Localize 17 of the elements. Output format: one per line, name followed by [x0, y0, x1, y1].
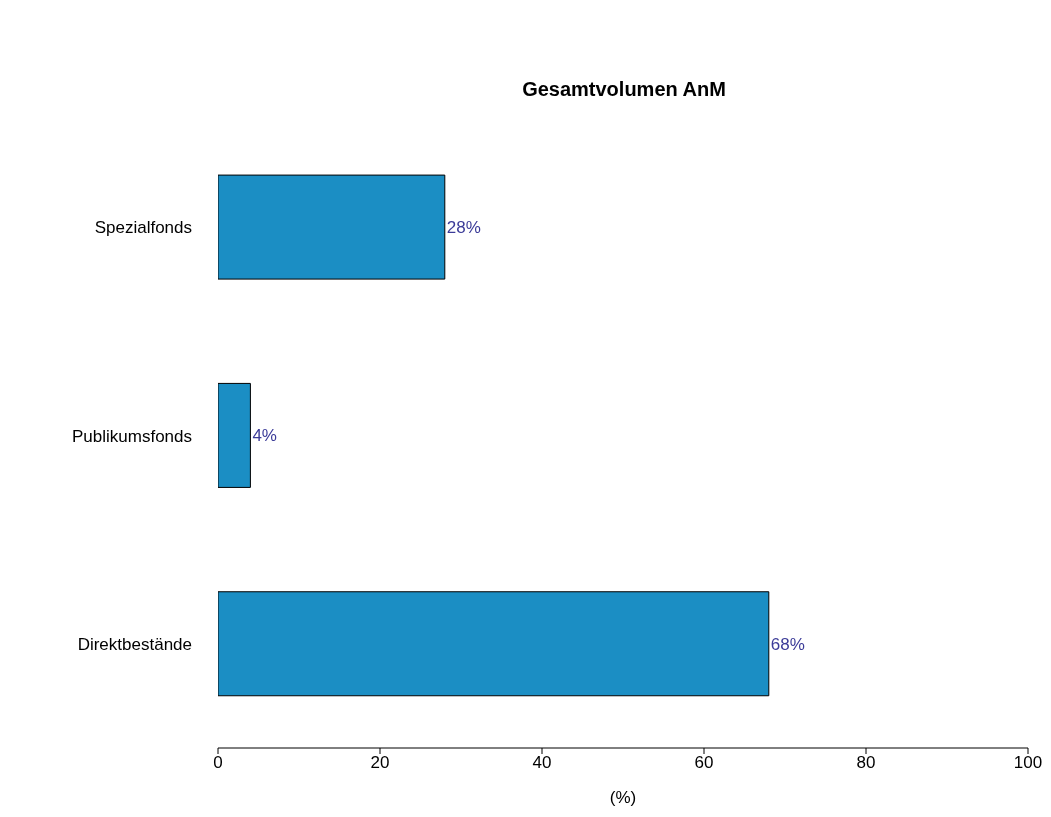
- x-tick-label: 60: [694, 753, 714, 773]
- bar: [218, 382, 251, 488]
- x-tick-label: 80: [856, 753, 876, 773]
- y-tick-label: Direktbestände: [77, 634, 192, 654]
- data-label: 28%: [446, 218, 481, 238]
- bar: [218, 174, 446, 280]
- y-tick-label: Publikumsfonds: [71, 426, 192, 446]
- y-tick-label: Spezialfonds: [94, 218, 192, 238]
- x-tick-label: 0: [213, 753, 223, 773]
- data-label: 68%: [770, 634, 805, 654]
- x-tick-label: 20: [370, 753, 390, 773]
- x-tick-label: 100: [1013, 753, 1043, 773]
- x-tick-label: 40: [532, 753, 552, 773]
- x-axis-title: (%): [609, 788, 637, 807]
- chart-title: Gesamtvolumen AnM: [521, 78, 727, 101]
- bar: [218, 591, 770, 697]
- data-label: 4%: [252, 426, 277, 446]
